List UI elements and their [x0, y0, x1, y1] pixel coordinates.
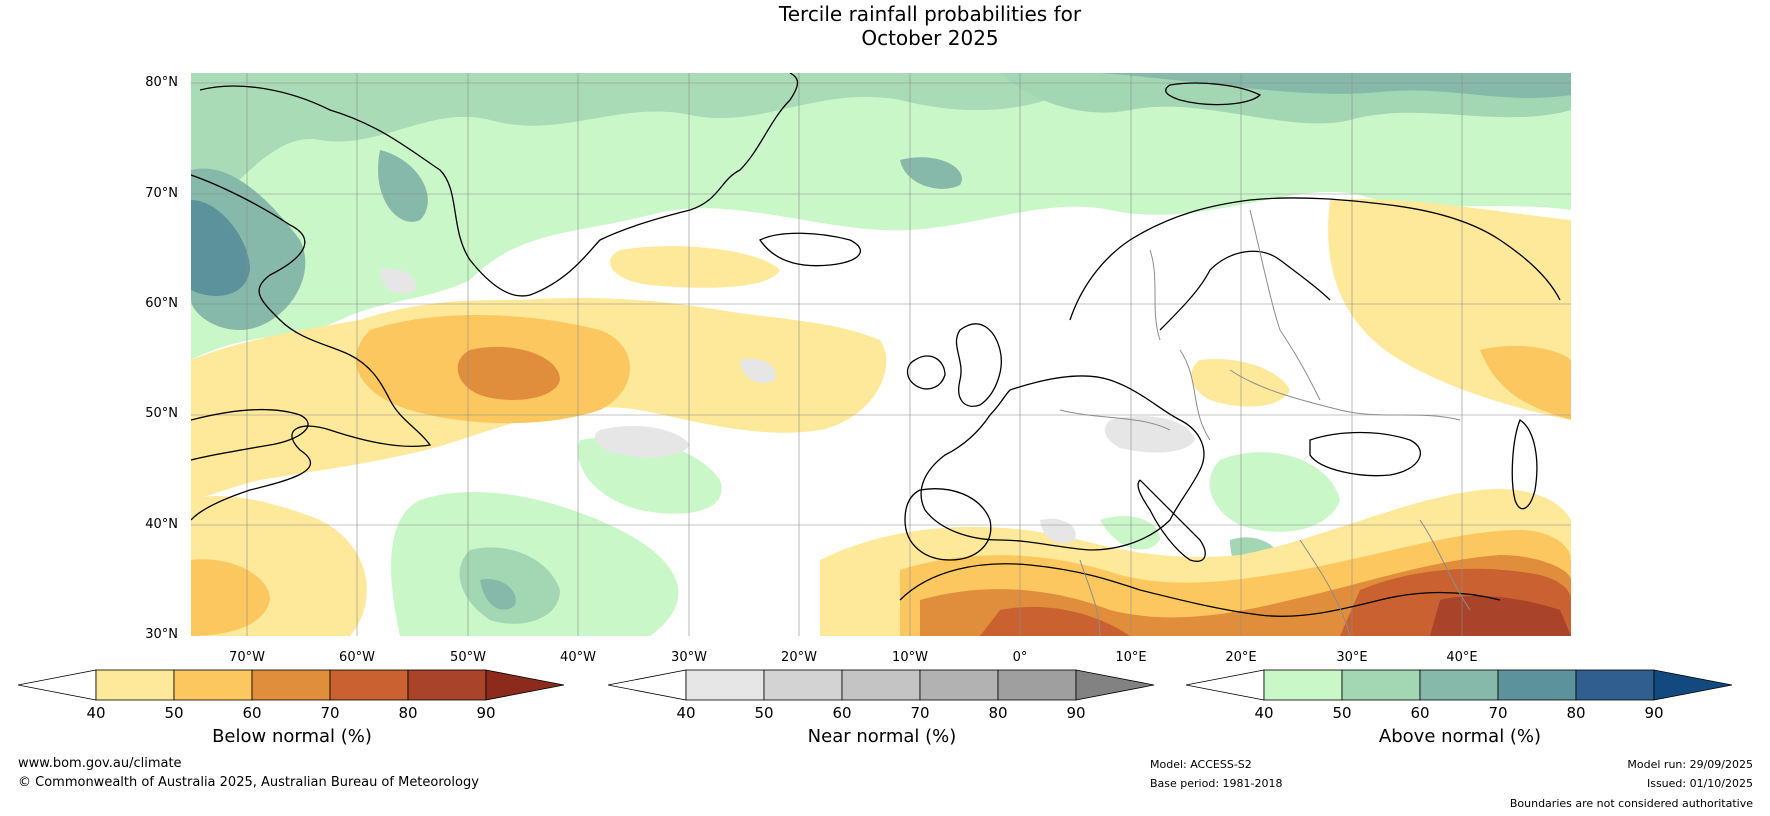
colorbar-tick: 70 — [320, 704, 340, 722]
lon-label: 10°E — [1115, 650, 1147, 665]
colorbar-bin — [1497, 669, 1577, 701]
colorbar-bin — [407, 669, 487, 701]
colorbar-bin — [763, 669, 843, 701]
colorbar-near-swatches — [608, 669, 1155, 701]
africa-coast — [899, 563, 1501, 617]
colorbar-title: Above normal (%) — [1378, 726, 1542, 747]
colorbar-extend-high — [1653, 669, 1733, 701]
colorbar-tick: 60 — [242, 704, 262, 722]
colorbar-tick: 50 — [164, 704, 184, 722]
lat-label: 60°N — [145, 296, 178, 311]
colorbar-tick: 60 — [832, 704, 852, 722]
sweden-coast — [1159, 250, 1331, 331]
colorbar-bin — [997, 669, 1077, 701]
title-line-1: Tercile rainfall probabilities for — [778, 2, 1082, 26]
colorbar-tick: 80 — [398, 704, 418, 722]
colorbar-above-normal: 40 50 60 70 80 90 Above normal (%) — [1186, 668, 1734, 758]
lat-label: 30°N — [145, 627, 178, 642]
model-run: Model run: 29/09/2025 — [1627, 758, 1753, 771]
lon-label: 0° — [1012, 650, 1028, 665]
colorbar-tick: 40 — [1254, 704, 1274, 722]
colorbar-tick: 70 — [910, 704, 930, 722]
colorbar-tick: 50 — [754, 704, 774, 722]
map-title: Tercile rainfall probabilities for Octob… — [0, 2, 1770, 50]
lon-label: 20°E — [1225, 650, 1257, 665]
lat-label: 70°N — [145, 186, 178, 201]
colorbar-title: Near normal (%) — [807, 726, 957, 747]
graticule — [191, 73, 1571, 636]
colorbar-tick: 70 — [1488, 704, 1508, 722]
europe-coast — [920, 375, 1205, 551]
title-line-2: October 2025 — [861, 26, 999, 50]
blacksea-coast — [1309, 431, 1422, 477]
caspian-coast — [1511, 419, 1538, 510]
lon-label: 30°E — [1336, 650, 1368, 665]
colorbar-tick: 80 — [1566, 704, 1586, 722]
colorbar-extend-high — [1075, 669, 1155, 701]
lon-label: 40°E — [1446, 650, 1478, 665]
colorbar-extend-high — [485, 669, 565, 701]
lon-label: 10°W — [892, 650, 928, 665]
colorbar-above-swatches — [1186, 669, 1733, 701]
colorbar-below-swatches — [18, 669, 565, 701]
italy-coast — [1137, 479, 1206, 562]
colorbar-bin — [841, 669, 921, 701]
iberia-coast — [904, 488, 992, 561]
lon-label: 70°W — [229, 650, 265, 665]
lon-label: 50°W — [450, 650, 486, 665]
lon-label: 30°W — [671, 650, 707, 665]
colorbar-title: Below normal (%) — [212, 726, 372, 747]
colorbar-tick: 90 — [1644, 704, 1664, 722]
lat-label: 80°N — [145, 75, 178, 90]
colorbar-bin — [95, 669, 175, 701]
probability-field — [191, 73, 1571, 636]
scandinavia-coast — [1069, 197, 1561, 321]
colorbar-bin — [173, 669, 253, 701]
country-borders — [1059, 209, 1471, 636]
base-period: Base period: 1981-2018 — [1150, 777, 1283, 790]
model-name: Model: ACCESS-S2 — [1150, 758, 1252, 771]
lon-label: 60°W — [339, 650, 375, 665]
hudson-coast — [191, 408, 309, 461]
colorbar-bin — [1575, 669, 1655, 701]
colorbar-tick: 40 — [676, 704, 696, 722]
colorbar-bin — [251, 669, 331, 701]
colorbar-bin — [685, 669, 765, 701]
colorbar-bin — [1341, 669, 1421, 701]
greenland-coast — [199, 73, 799, 297]
coastlines — [191, 73, 1561, 617]
colorbar-below-normal: 40 50 60 70 80 90 Below normal (%) — [18, 668, 566, 758]
colorbar-tick: 40 — [86, 704, 106, 722]
ireland-coast — [906, 355, 946, 390]
colorbar-tick: 50 — [1332, 704, 1352, 722]
copyright-text: © Commonwealth of Australia 2025, Austra… — [18, 775, 479, 790]
iceland-coast — [759, 232, 862, 267]
canada-coast — [191, 174, 432, 521]
boundaries-disclaimer: Boundaries are not considered authoritat… — [1509, 797, 1753, 810]
britain-coast — [955, 323, 1002, 407]
lat-label: 40°N — [145, 517, 178, 532]
colorbar-bin — [329, 669, 409, 701]
colorbar-tick: 80 — [988, 704, 1008, 722]
colorbar-tick: 60 — [1410, 704, 1430, 722]
colorbar-near-normal: 40 50 60 70 80 90 Near normal (%) — [608, 668, 1156, 758]
colorbar-extend-low — [608, 669, 687, 701]
website-link[interactable]: www.bom.gov.au/climate — [18, 756, 182, 771]
colorbar-tick: 90 — [476, 704, 496, 722]
lon-label: 40°W — [560, 650, 596, 665]
colorbar-extend-low — [18, 669, 97, 701]
colorbar-bin — [919, 669, 999, 701]
svalbard-coast — [1165, 82, 1262, 106]
lat-label: 50°N — [145, 406, 178, 421]
colorbar-bin — [1419, 669, 1499, 701]
colorbar-extend-low — [1186, 669, 1265, 701]
issued-date: Issued: 01/10/2025 — [1646, 777, 1753, 790]
colorbar-bin — [1263, 669, 1343, 701]
lon-label: 20°W — [781, 650, 817, 665]
colorbar-tick: 90 — [1066, 704, 1086, 722]
